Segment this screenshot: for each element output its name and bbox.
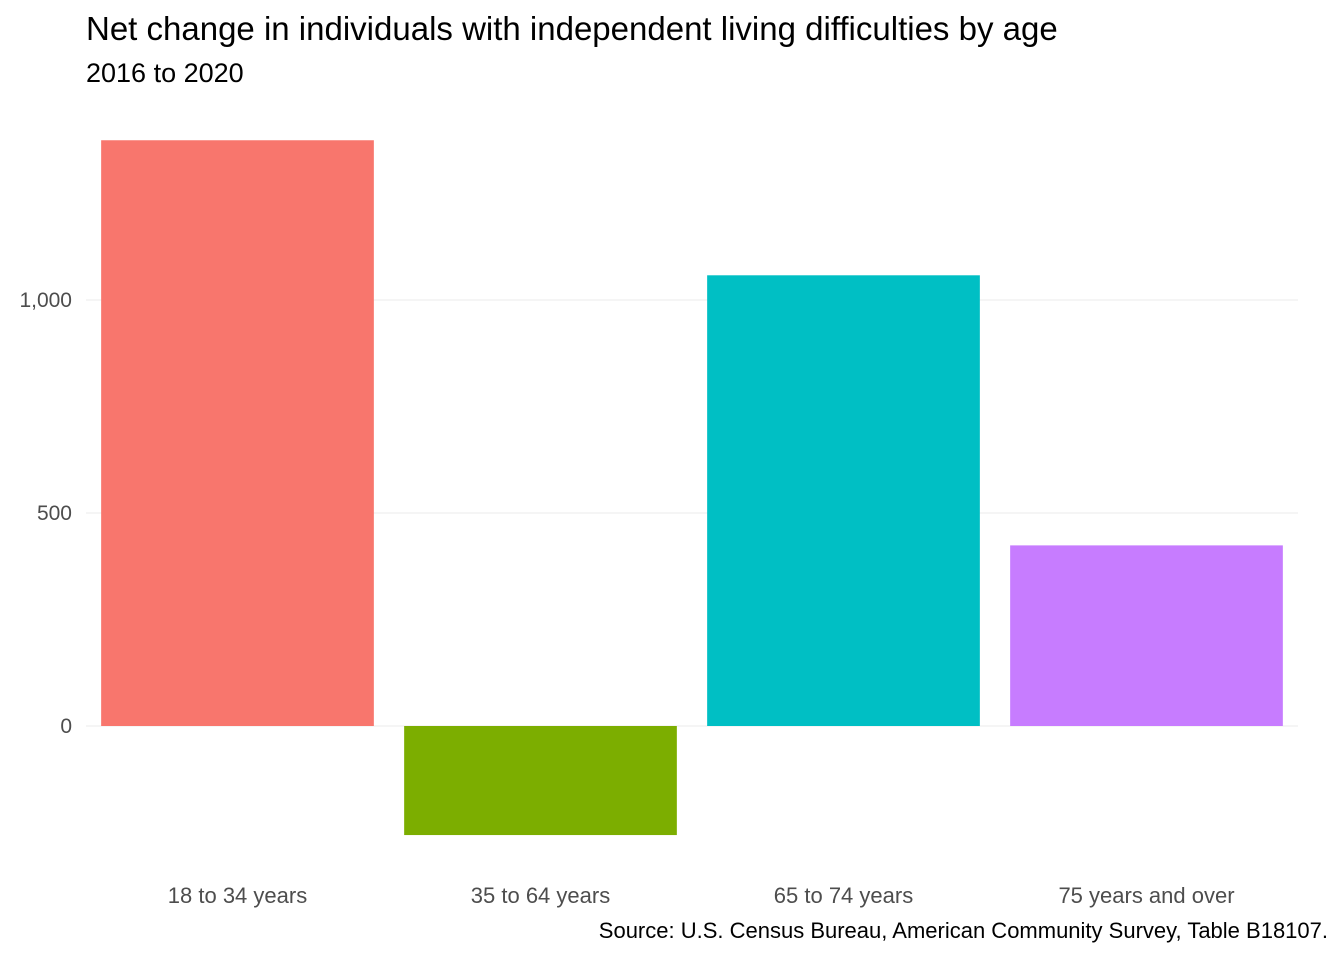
x-tick-label: 75 years and over bbox=[1058, 883, 1234, 908]
bars bbox=[101, 140, 1283, 836]
chart-caption: Source: U.S. Census Bureau, American Com… bbox=[598, 918, 1328, 943]
y-axis-ticks: 0 500 1,000 bbox=[19, 289, 72, 738]
y-tick-label: 0 bbox=[60, 715, 72, 738]
x-tick-label: 18 to 34 years bbox=[168, 883, 307, 908]
x-axis-ticks: 18 to 34 years 35 to 64 years 65 to 74 yea… bbox=[168, 883, 1235, 908]
chart-subtitle: 2016 to 2020 bbox=[86, 58, 244, 88]
y-tick-label: 1,000 bbox=[19, 289, 72, 312]
x-tick-label: 65 to 74 years bbox=[774, 883, 913, 908]
bar bbox=[404, 726, 677, 836]
x-tick-label: 35 to 64 years bbox=[471, 883, 610, 908]
bar bbox=[101, 140, 374, 726]
chart-title: Net change in individuals with independe… bbox=[86, 10, 1058, 47]
bar bbox=[707, 275, 980, 726]
bar bbox=[1010, 545, 1283, 726]
y-tick-label: 500 bbox=[37, 502, 72, 525]
